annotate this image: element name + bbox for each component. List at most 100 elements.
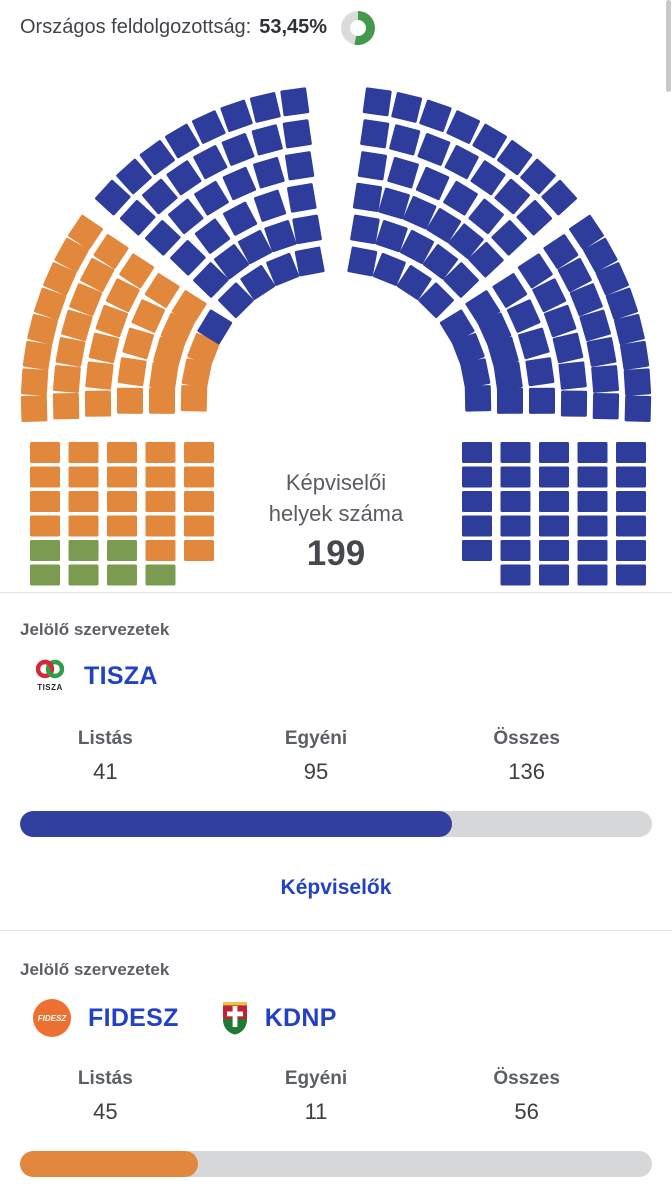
seat [85, 361, 114, 390]
stat-value: 136 [508, 759, 546, 784]
seat [145, 442, 176, 463]
seat [68, 515, 99, 537]
seat [544, 304, 577, 338]
seat [520, 158, 556, 195]
seat [43, 262, 77, 296]
tisza-progress-fill [20, 811, 452, 837]
seat [149, 361, 179, 391]
seat [68, 214, 103, 250]
seat [500, 466, 531, 488]
stat-osszes: Összes 136 [421, 728, 632, 785]
seat [30, 466, 60, 488]
stat-label: Összes [493, 1068, 560, 1089]
stat-egyeni: Egyéni 11 [211, 1068, 422, 1125]
seat [253, 156, 285, 189]
seat [494, 178, 530, 215]
stat-listas: Listás 41 [0, 728, 211, 785]
seat [497, 140, 533, 176]
seat [487, 336, 519, 369]
seat [223, 201, 258, 236]
seat [240, 265, 276, 300]
seat [462, 491, 492, 512]
seat [472, 123, 507, 159]
seat [443, 180, 478, 216]
seat [107, 442, 137, 463]
seat [145, 564, 176, 586]
seat [577, 515, 608, 537]
seat [20, 368, 49, 396]
seat [477, 312, 512, 347]
seat [506, 299, 541, 333]
seat [451, 333, 485, 366]
seat [460, 358, 491, 389]
seat [543, 234, 579, 270]
seat [539, 540, 569, 561]
party-row-tisza[interactable]: TISZA TISZA [32, 656, 158, 696]
seat [350, 214, 380, 245]
seat [192, 110, 226, 144]
stat-value: 56 [514, 1099, 539, 1124]
party-row-fidesz-kdnp[interactable]: FIDESZ FIDESZ KDNP [32, 996, 337, 1040]
seat [375, 220, 408, 253]
seat [448, 223, 484, 259]
tisza-stats: Listás 41 Egyéni 95 Összes 136 [0, 728, 632, 785]
seat [569, 283, 603, 317]
seat [84, 390, 112, 417]
seat [27, 314, 58, 345]
seat [184, 442, 214, 463]
seat [468, 241, 504, 278]
seat [107, 564, 137, 586]
seat [166, 160, 202, 196]
seat [187, 333, 221, 366]
seat [170, 240, 206, 276]
seat [68, 564, 99, 586]
seat [95, 304, 128, 338]
seat [220, 99, 253, 132]
seat [462, 515, 492, 537]
seat [222, 166, 257, 201]
seat-total-value: 199 [306, 534, 366, 573]
seat [417, 133, 451, 166]
seat [153, 336, 185, 369]
seat [221, 133, 255, 166]
caption-line1: Képviselői [285, 470, 387, 495]
seat [30, 540, 60, 561]
seat [347, 246, 378, 277]
stat-value: 45 [93, 1099, 118, 1124]
seat [251, 124, 283, 156]
seat [284, 151, 315, 181]
scrollbar-thumb[interactable] [666, 0, 671, 92]
seat [586, 337, 617, 367]
seat [539, 442, 569, 463]
seat [439, 309, 475, 345]
seat [180, 385, 208, 412]
seat [280, 87, 310, 117]
processing-value: 53,45% [259, 16, 328, 38]
seat [541, 179, 577, 216]
seat [145, 540, 176, 561]
seat [68, 491, 99, 512]
seat [560, 390, 588, 417]
seat [539, 564, 569, 586]
seat [145, 220, 181, 256]
seat [61, 309, 93, 342]
section-label-nominating-orgs: Jelölő szervezetek [20, 620, 170, 639]
seat [117, 357, 147, 387]
stat-value: 11 [304, 1099, 328, 1124]
seat [378, 187, 410, 220]
seat [616, 466, 646, 488]
seat [462, 466, 492, 488]
seat [595, 262, 629, 296]
tisza-logo-icon: TISZA [35, 659, 65, 692]
seat [181, 358, 212, 389]
seat [616, 491, 646, 512]
stat-value: 95 [303, 759, 329, 784]
representatives-link[interactable]: Képviselők [280, 876, 392, 899]
seat [403, 196, 437, 230]
seat [165, 123, 200, 159]
kdnp-logo-icon [222, 1002, 247, 1035]
seat [462, 540, 492, 561]
seat [292, 214, 322, 245]
stat-listas: Listás 45 [0, 1068, 211, 1125]
seat [516, 199, 553, 236]
